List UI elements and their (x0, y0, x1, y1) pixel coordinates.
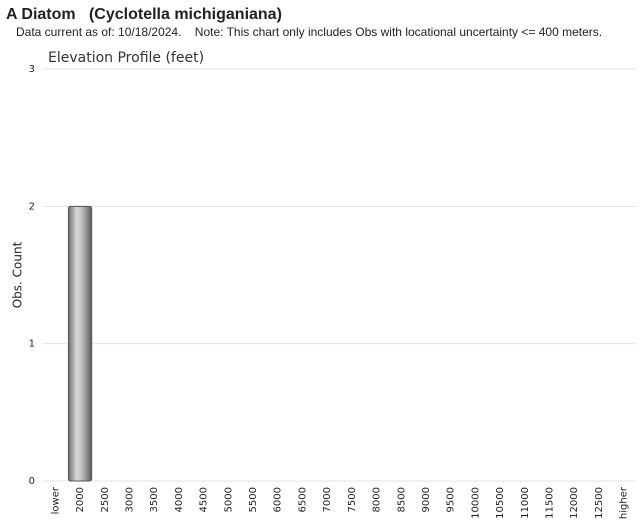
x-tick-label: 12000 (569, 487, 580, 519)
x-tick-label: lower (50, 486, 61, 514)
x-tick-label: 2000 (75, 487, 86, 512)
x-tick-label: 9000 (421, 487, 432, 512)
x-tick-label: 10500 (495, 487, 506, 519)
x-tick-label: 11500 (545, 487, 556, 519)
x-tick-label: higher (619, 486, 630, 519)
x-tick-label: 3500 (149, 487, 160, 512)
x-tick-label: 5500 (248, 487, 259, 512)
y-axis-label: Obs. Count (11, 241, 25, 308)
x-tick-label: 5000 (223, 487, 234, 512)
x-tick-label: 8500 (396, 487, 407, 512)
x-tick-label: 4000 (174, 487, 185, 512)
title: A Diatom (Cyclotella michiganiana) (6, 6, 282, 23)
y-tick-label: 1 (29, 339, 35, 350)
x-tick-label: 3000 (124, 487, 135, 512)
x-tick-label: 7500 (347, 487, 358, 512)
x-tick-label: 7000 (322, 487, 333, 512)
y-tick-label: 3 (29, 64, 35, 75)
x-tick-label: 12500 (594, 487, 605, 519)
x-tick-label: 6000 (273, 487, 284, 512)
bar (67, 205, 93, 482)
x-tick-label: 8000 (372, 487, 383, 512)
x-tick-label: 11000 (520, 487, 531, 519)
y-tick-label: 2 (29, 201, 35, 212)
x-tick-label: 4500 (199, 487, 210, 512)
y-tick-label: 0 (29, 476, 35, 487)
x-tick-label: 6500 (297, 487, 308, 512)
chart-title: Elevation Profile (feet) (48, 50, 204, 66)
x-tick-label: 2500 (100, 487, 111, 512)
x-tick-label: 9500 (446, 487, 457, 512)
subtitle: Data current as of: 10/18/2024. Note: Th… (16, 25, 602, 39)
x-tick-label: 10000 (470, 487, 481, 519)
